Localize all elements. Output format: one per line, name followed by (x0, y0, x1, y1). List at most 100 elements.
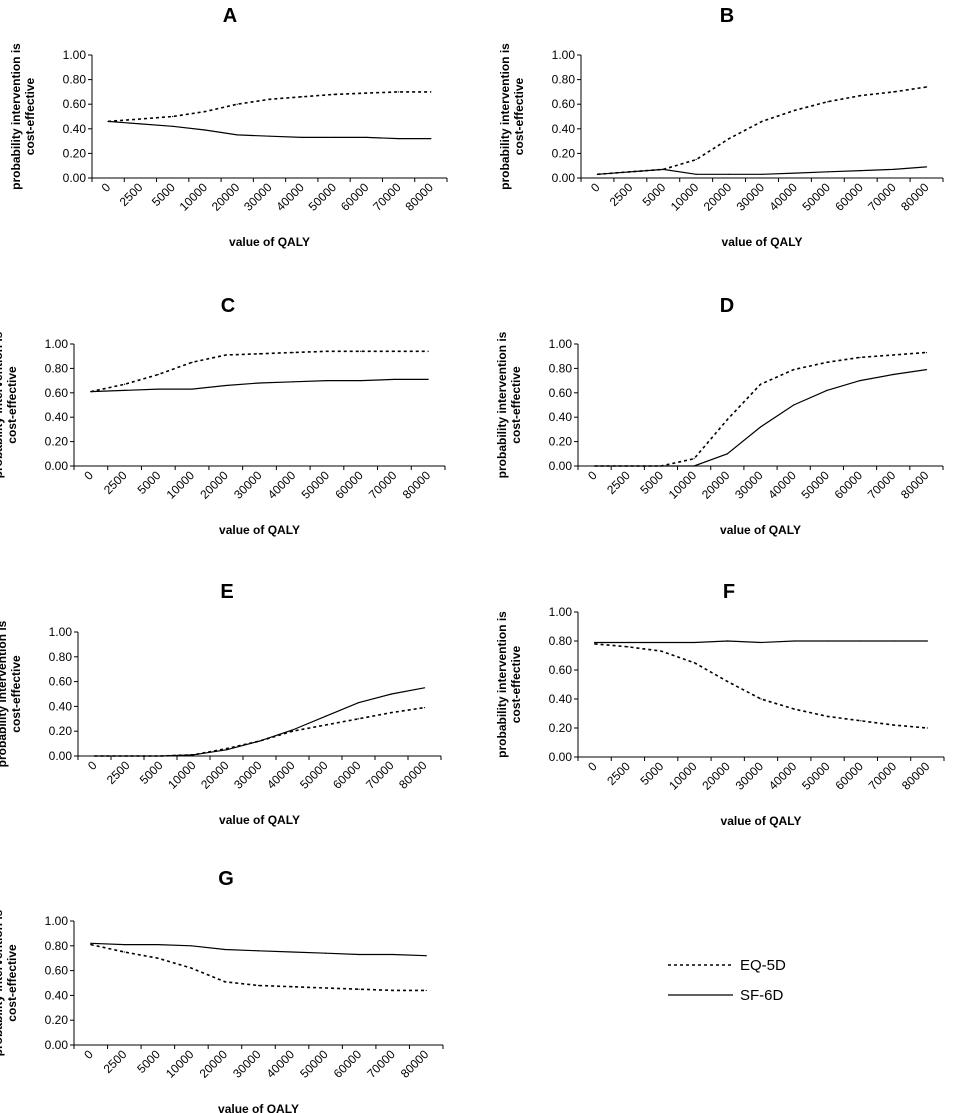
data-point (793, 640, 795, 642)
x-tick-label: 30000 (231, 468, 265, 502)
data-point (225, 384, 227, 387)
data-point (925, 351, 928, 354)
x-tick-label: 80000 (899, 759, 933, 793)
x-tick-label: 80000 (396, 758, 430, 792)
y-tick-label: 0.00 (552, 171, 576, 185)
data-point (926, 640, 928, 642)
data-point (393, 350, 396, 352)
x-tick-label: 80000 (898, 180, 932, 214)
x-tick-label: 50000 (297, 1047, 331, 1081)
data-point (893, 168, 895, 170)
x-tick-label: 40000 (766, 759, 800, 793)
data-point (893, 724, 895, 726)
data-point (292, 351, 294, 354)
data-point (236, 134, 238, 136)
data-point (291, 986, 293, 988)
data-point (925, 369, 928, 371)
y-tick-label: 0.40 (549, 410, 573, 424)
data-point (726, 419, 728, 421)
data-point (660, 641, 662, 644)
x-tick-label: 5000 (137, 758, 166, 787)
data-point (423, 707, 426, 709)
x-axis-label: value of QALY (218, 1102, 299, 1113)
data-point (301, 96, 303, 98)
y-tick-label: 0.20 (49, 724, 73, 738)
x-tick-label: 40000 (264, 1047, 298, 1081)
x-tick-label: 40000 (273, 180, 307, 214)
data-point (258, 353, 261, 355)
data-point (794, 109, 796, 111)
series-line-sf6d (597, 166, 927, 175)
series-line-eq5d (94, 706, 425, 757)
x-tick-label: 80000 (398, 1047, 432, 1081)
series-line-sf6d (94, 687, 425, 757)
data-point (357, 718, 360, 720)
data-point (172, 125, 174, 127)
data-point (107, 120, 109, 123)
y-tick-label: 0.80 (45, 939, 69, 953)
data-point (258, 382, 261, 384)
x-tick-label: 30000 (231, 758, 265, 792)
y-axis-label: probability intervention is (495, 331, 509, 478)
data-point (324, 715, 327, 717)
x-tick-label: 30000 (732, 468, 766, 502)
data-point (427, 350, 429, 352)
x-tick-label: 2500 (101, 1047, 130, 1076)
data-point (859, 380, 861, 382)
x-tick-label: 10000 (668, 180, 702, 214)
x-tick-label: 5000 (149, 180, 178, 209)
x-tick-label: 0 (81, 468, 96, 483)
chart-panel-g: G 0.00 0.20 0.40 0.60 0.80 1.00 0 2500 5000 10000 2… (0, 868, 444, 1113)
data-point (728, 138, 730, 140)
data-point (172, 115, 174, 118)
x-tick-label: 80000 (400, 468, 434, 502)
data-point (629, 171, 631, 173)
data-point (693, 641, 696, 644)
data-point (660, 650, 662, 652)
data-point (793, 404, 795, 406)
data-point (794, 172, 796, 174)
data-point (827, 101, 829, 103)
series-line-sf6d (90, 378, 429, 393)
x-tick-label: 60000 (331, 1047, 365, 1081)
y-axis-label: probability intervention is (498, 43, 512, 190)
data-point (301, 136, 303, 139)
y-tick-label: 1.00 (45, 914, 69, 928)
y-tick-label: 0.60 (63, 97, 87, 111)
y-tick-label: 0.20 (45, 1013, 69, 1027)
data-point (793, 369, 795, 371)
chart-panel-d: D 0.00 0.20 0.40 0.60 0.80 1.00 0 2500 5000 10000 2… (495, 295, 944, 537)
y-tick-label: 0.40 (549, 692, 573, 706)
data-point (224, 948, 226, 951)
x-tick-label: 40000 (264, 758, 298, 792)
x-tick-label: 5000 (638, 759, 667, 788)
x-tick-label: 5000 (637, 468, 666, 497)
series-line-eq5d (108, 91, 431, 123)
data-point (594, 641, 596, 644)
data-point (291, 729, 294, 731)
series-line-eq5d (597, 86, 927, 176)
data-point (236, 103, 238, 105)
data-point (596, 173, 599, 175)
data-point (695, 158, 697, 161)
data-point (123, 943, 125, 946)
y-tick-label: 0.40 (552, 122, 576, 136)
data-point (627, 641, 629, 644)
y-tick-label: 0.00 (45, 1038, 69, 1052)
x-tick-label: 80000 (898, 468, 932, 502)
data-point (860, 720, 862, 722)
data-point (225, 354, 227, 356)
y-tick-label: 0.40 (45, 410, 69, 424)
data-point (860, 170, 862, 172)
y-axis-label: cost-effective (512, 78, 526, 156)
x-tick-label: 0 (85, 758, 100, 773)
data-point (925, 86, 928, 88)
data-point (427, 378, 429, 380)
y-tick-label: 0.60 (549, 386, 573, 400)
data-point (93, 755, 96, 757)
data-point (159, 755, 162, 757)
data-point (326, 380, 328, 382)
chart-panel-a: A 0.00 0.20 0.40 0.60 0.80 1.00 0 2500 5000100002… (9, 5, 448, 249)
data-point (365, 136, 367, 139)
y-tick-label: 0.80 (45, 361, 69, 375)
